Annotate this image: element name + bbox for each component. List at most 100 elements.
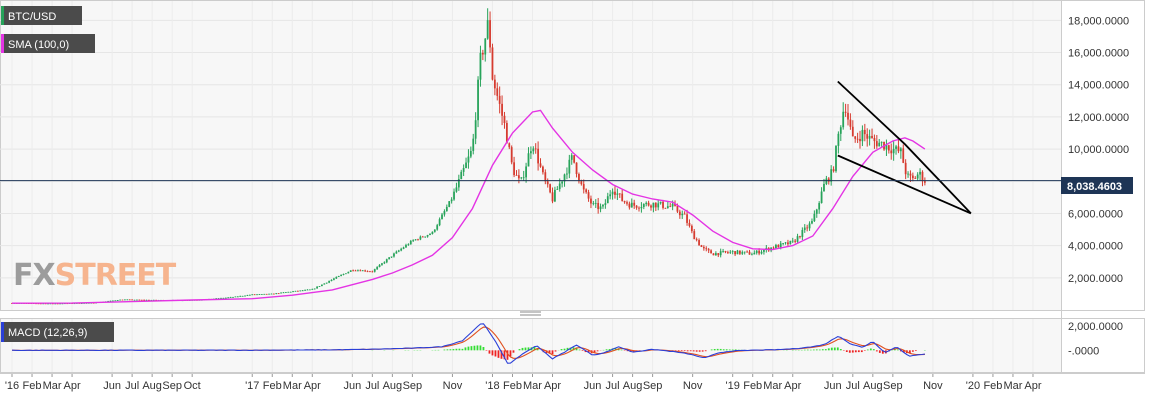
candle-body [630,202,633,208]
macd-histogram-bar [680,350,683,351]
x-tick-label: Jun [824,380,842,392]
candle-body [395,251,398,254]
current-price-value: 8,038.4603 [1067,181,1122,193]
candle-body [861,129,864,142]
macd-histogram-bar [455,348,458,351]
candle-body [381,263,383,265]
candle-body [710,250,712,254]
candle-body [140,299,143,301]
x-tick-label: Jul [125,380,139,392]
candle-body [719,251,722,256]
candle-body [815,209,818,214]
macd-histogram-bar [464,347,467,351]
candle-body [683,213,686,215]
candle-body [489,20,491,48]
candle-body [522,177,525,179]
candle-body [772,247,775,249]
candle-body [825,178,828,184]
macd-histogram-bar [701,350,704,352]
candle-body [479,52,482,80]
candle-body [323,283,326,285]
candle-body [448,201,451,207]
upper-trendline [837,80,972,215]
macd-plot-bg [0,319,1061,372]
x-tick-label: Sep [403,380,423,392]
candle-body [892,148,895,154]
macd-histogram-bar [458,348,461,351]
candle-body [890,150,893,154]
macd-histogram-bar [608,349,611,351]
y-tick-label: 12,000.0000 [1068,112,1129,124]
legend-btcusd[interactable]: BTC/USD [1,6,82,25]
x-tick-label: Mar [523,380,542,392]
candle-body [501,103,503,116]
x-tick-label: '20 [966,380,980,392]
candle-body [782,243,785,244]
candle-body [263,293,266,295]
macd-histogram-bar [839,349,842,351]
candle-body [306,289,309,291]
candle-body [542,166,544,173]
candle-body [907,173,909,175]
candle-body [532,148,535,152]
candle-body [347,271,350,274]
candle-body [503,115,506,123]
candle-body [775,244,777,249]
candle-body [505,122,508,144]
macd-histogram-bar [875,350,878,352]
candle-body [587,192,590,199]
candle-body [698,240,700,246]
macd-histogram-bar [824,349,827,351]
macd-histogram-bar [476,345,479,351]
candle-body [878,142,881,147]
watermark-street: STREET [55,258,177,293]
macd-histogram-bar [533,346,536,351]
candle-body [609,194,612,197]
candle-body [116,300,119,301]
legend-sma-label: SMA (100,0) [8,39,69,51]
candle-body [570,155,573,160]
macd-histogram-bar [521,347,524,351]
candle-body [419,236,422,240]
candle-body [803,227,806,230]
macd-histogram-bar [914,350,917,352]
candle-body [469,150,472,157]
x-tick-label: Apr [64,380,81,392]
x-tick-label: Nov [923,380,943,392]
candle-body [272,293,275,295]
legend-sma[interactable]: SMA (100,0) [1,34,95,53]
candle-body [352,270,355,272]
candle-body [642,204,645,207]
y-tick-label: 6,000.0000 [1068,208,1123,220]
x-tick-label: Aug [142,380,162,392]
candle-body [859,138,861,142]
x-tick-label: Sep [883,380,903,392]
x-tick-label: Nov [683,380,703,392]
candle-body [80,303,83,304]
panel-resize-handle[interactable] [520,311,541,316]
x-tick-label: '17 [245,380,259,392]
candle-body [318,286,321,287]
candle-body [652,202,655,208]
candle-body [714,253,717,256]
candle-body [863,129,866,135]
candle-body [724,251,727,253]
candle-body [808,223,811,229]
legend-macd[interactable]: MACD (12,26,9) [1,322,114,342]
candle-body [477,79,479,121]
candle-body [145,299,148,301]
candle-body [654,202,657,208]
candle-body [508,143,511,148]
macd-histogram-bar [713,348,716,351]
candle-body [244,295,246,297]
macd-histogram-bar [572,347,575,351]
candle-body [450,199,453,202]
legend-btcusd-label: BTC/USD [8,11,56,23]
candle-body [743,251,746,253]
lower-trendline [837,154,972,215]
candle-body [515,175,518,176]
candle-body [633,202,636,206]
candle-body [316,286,318,289]
macd-histogram-bar [695,350,698,352]
